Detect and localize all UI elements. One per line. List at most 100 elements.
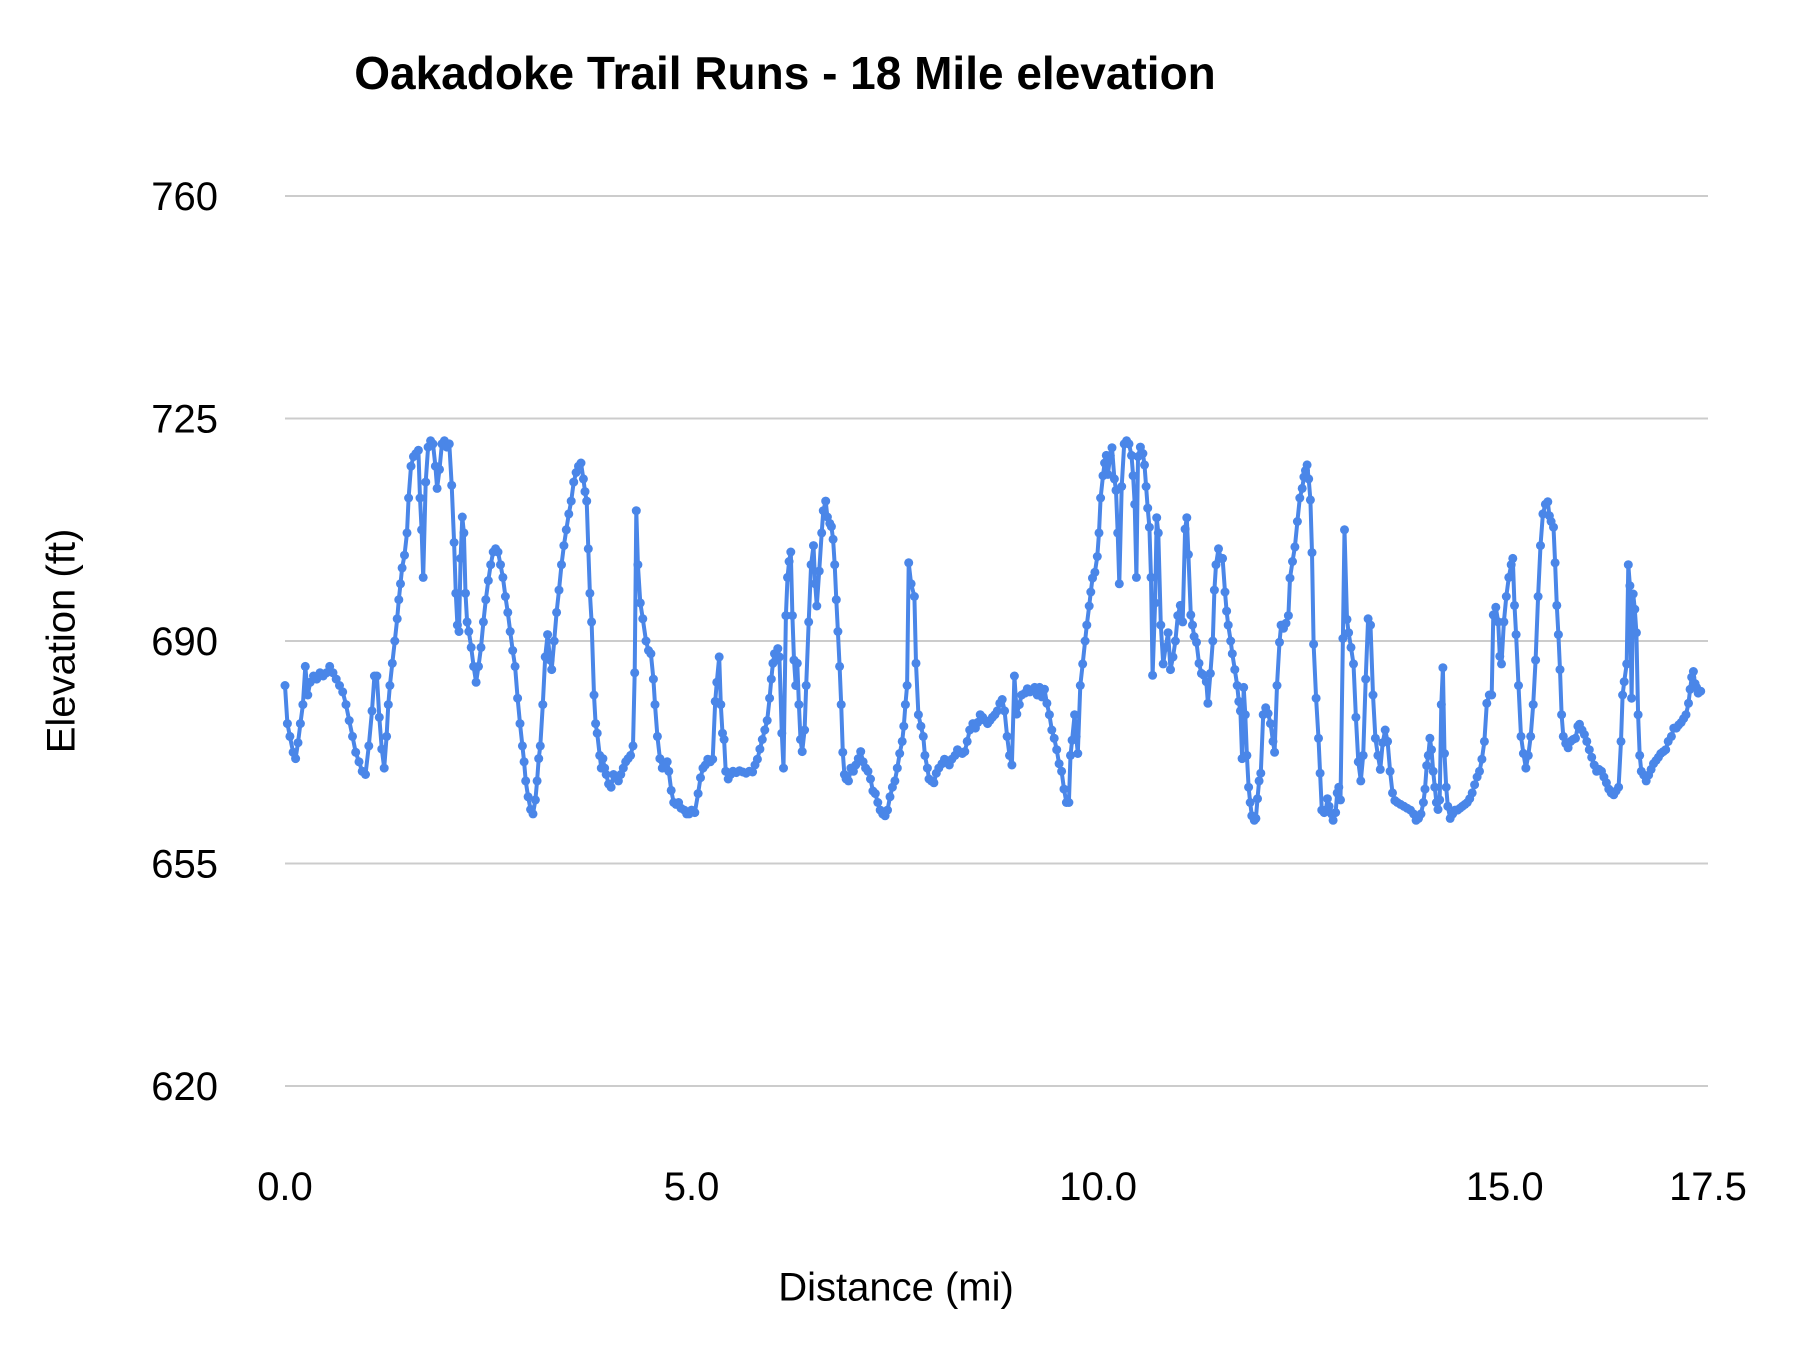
data-point	[510, 661, 520, 671]
data-point	[1057, 766, 1067, 776]
data-point	[390, 636, 400, 646]
data-point	[748, 767, 758, 777]
data-point	[1438, 663, 1448, 673]
data-point	[543, 630, 553, 640]
data-point	[1180, 524, 1190, 534]
y-tick-label-725: 725	[151, 398, 218, 442]
data-point	[895, 749, 905, 758]
data-point	[1511, 630, 1521, 640]
data-point	[580, 487, 590, 497]
data-point	[534, 754, 544, 764]
data-point	[500, 592, 510, 601]
data-point	[1684, 698, 1693, 708]
data-point	[1096, 493, 1106, 503]
data-point	[626, 750, 636, 760]
data-point	[1373, 750, 1383, 760]
data-point	[777, 728, 787, 738]
data-point	[464, 627, 474, 636]
data-point	[1443, 801, 1453, 811]
data-point	[1630, 604, 1640, 614]
data-point	[519, 757, 529, 767]
data-point	[382, 731, 392, 741]
data-point	[1418, 798, 1428, 807]
data-point	[372, 671, 382, 681]
data-point	[916, 721, 926, 731]
data-point	[1625, 581, 1635, 591]
data-point	[1550, 558, 1560, 568]
data-point	[1226, 636, 1236, 646]
data-point	[900, 700, 910, 710]
data-point	[814, 566, 824, 576]
data-point	[1358, 750, 1368, 760]
data-point	[1338, 634, 1348, 643]
data-point	[1628, 589, 1638, 599]
data-point	[1144, 522, 1154, 532]
data-point	[962, 736, 972, 746]
data-point	[1143, 503, 1153, 513]
data-point	[585, 588, 595, 598]
data-point	[664, 766, 674, 776]
data-point	[1080, 636, 1090, 646]
data-point	[1508, 553, 1518, 563]
data-point	[295, 719, 305, 729]
data-point	[1479, 736, 1489, 746]
data-point	[810, 579, 820, 589]
data-point	[1526, 731, 1536, 741]
data-point	[417, 525, 427, 535]
data-point	[1168, 652, 1178, 662]
data-point	[913, 710, 923, 720]
data-point	[1633, 710, 1643, 720]
data-point	[800, 725, 810, 735]
data-point	[1351, 712, 1361, 722]
data-point	[1234, 696, 1244, 706]
data-point	[883, 805, 892, 815]
data-point	[1482, 698, 1492, 708]
data-point	[1012, 709, 1022, 719]
data-point	[344, 716, 354, 725]
data-point	[1619, 677, 1629, 687]
data-point	[1182, 513, 1192, 523]
data-point	[300, 661, 310, 671]
data-point	[566, 496, 576, 506]
data-point	[1536, 541, 1545, 551]
data-point	[523, 792, 533, 802]
data-point	[1477, 754, 1487, 764]
data-point	[909, 592, 919, 601]
data-point	[457, 512, 467, 522]
data-point	[1186, 610, 1196, 620]
data-point	[997, 695, 1007, 704]
data-point	[291, 754, 301, 764]
data-point	[1175, 600, 1185, 610]
data-point	[564, 509, 574, 519]
data-point	[478, 617, 488, 627]
data-point	[1305, 495, 1315, 505]
data-point	[561, 525, 571, 535]
data-point	[1543, 497, 1553, 507]
data-point	[1275, 637, 1284, 647]
data-point	[716, 700, 726, 710]
data-point	[402, 528, 412, 538]
data-point	[1416, 809, 1426, 819]
data-point	[830, 560, 840, 570]
data-point	[1635, 750, 1645, 760]
data-point	[1105, 450, 1115, 460]
data-point	[1353, 757, 1363, 767]
data-point	[1117, 482, 1127, 491]
data-point	[466, 642, 476, 652]
data-point	[960, 747, 970, 757]
data-point	[1037, 692, 1047, 702]
data-point	[638, 614, 648, 624]
data-point	[361, 770, 370, 779]
data-point	[1501, 592, 1511, 601]
data-point	[812, 601, 822, 611]
data-point	[781, 611, 791, 621]
data-point	[1109, 474, 1119, 484]
data-point	[461, 588, 470, 598]
data-point	[1040, 684, 1049, 694]
data-point	[413, 445, 423, 455]
data-point	[1571, 733, 1580, 743]
data-point	[1103, 469, 1113, 479]
data-point	[918, 731, 928, 741]
data-point	[1211, 560, 1221, 570]
